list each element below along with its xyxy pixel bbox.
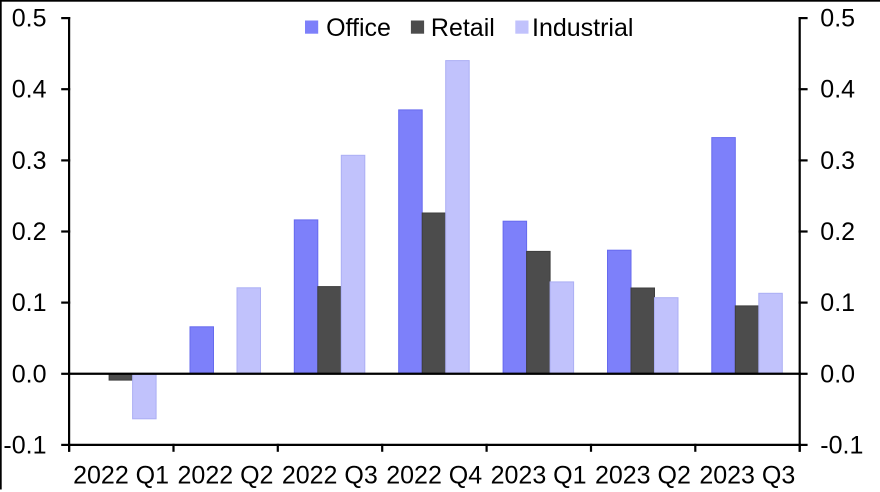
svg-text:0.1: 0.1	[820, 289, 855, 317]
svg-text:Office: Office	[326, 14, 391, 42]
svg-text:-0.1: -0.1	[3, 431, 46, 459]
svg-text:2023 Q3: 2023 Q3	[699, 461, 795, 489]
svg-text:-0.1: -0.1	[820, 431, 863, 459]
svg-text:0.4: 0.4	[12, 76, 47, 104]
svg-text:Retail: Retail	[431, 14, 495, 42]
svg-text:0.5: 0.5	[820, 5, 855, 33]
svg-text:Industrial: Industrial	[532, 14, 633, 42]
svg-text:0.2: 0.2	[820, 218, 855, 246]
svg-text:0.0: 0.0	[12, 360, 47, 388]
svg-text:0.3: 0.3	[12, 147, 47, 175]
svg-text:2022 Q2: 2022 Q2	[178, 461, 274, 489]
svg-text:0.1: 0.1	[12, 289, 47, 317]
svg-text:2022 Q1: 2022 Q1	[73, 461, 169, 489]
svg-text:2023 Q2: 2023 Q2	[595, 461, 691, 489]
svg-text:0.2: 0.2	[12, 218, 47, 246]
svg-text:0.3: 0.3	[820, 147, 855, 175]
svg-text:0.4: 0.4	[820, 76, 855, 104]
svg-text:2022 Q4: 2022 Q4	[386, 461, 482, 489]
svg-text:0.0: 0.0	[820, 360, 855, 388]
svg-text:2022 Q3: 2022 Q3	[282, 461, 378, 489]
svg-text:0.5: 0.5	[12, 5, 47, 33]
svg-text:2023 Q1: 2023 Q1	[491, 461, 587, 489]
